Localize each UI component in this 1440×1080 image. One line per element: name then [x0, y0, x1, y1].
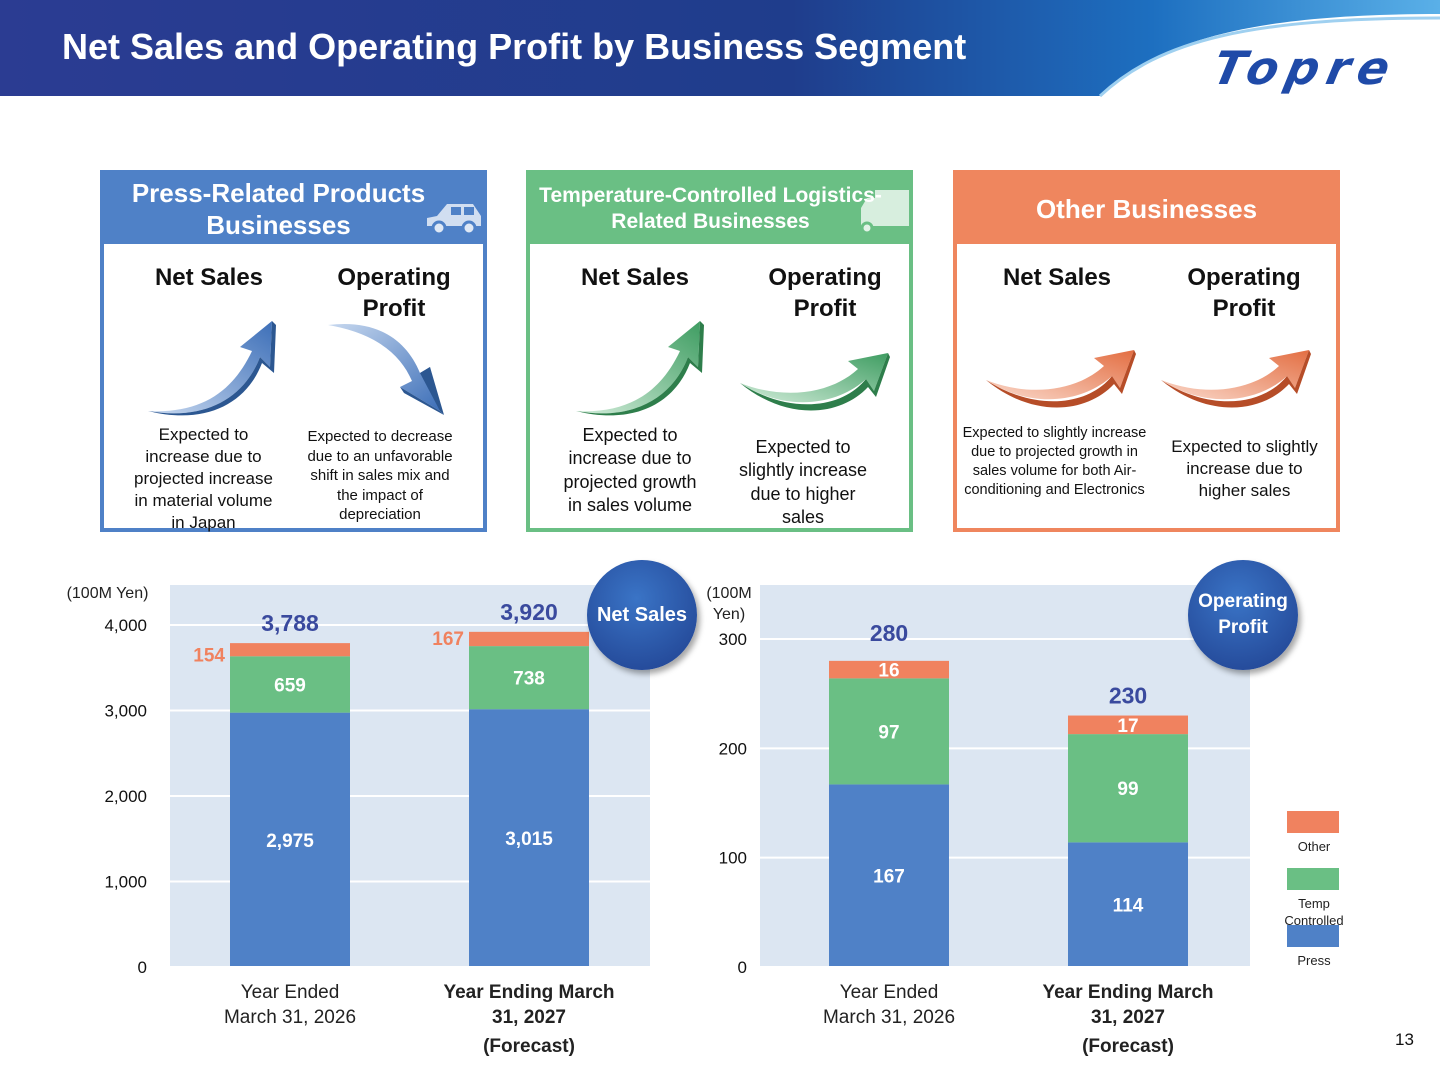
page-number: 13 [1395, 1030, 1414, 1049]
y-tick-label: 0 [738, 958, 747, 977]
data-label: 738 [513, 669, 545, 690]
legend-label: Press [1297, 953, 1331, 968]
data-label: 17 [1117, 716, 1138, 737]
legend-swatch [1287, 868, 1339, 890]
press-net-sales-label: Net Sales [154, 264, 264, 291]
data-label: 99 [1117, 779, 1138, 800]
truck-icon [861, 190, 909, 235]
total-label: 280 [870, 620, 908, 646]
panel-other-header: Other Businesses [957, 174, 1336, 244]
bar-press [469, 709, 589, 967]
temp-net-sales-label: Net Sales [580, 264, 690, 291]
arrow-slight-up-icon [740, 353, 890, 411]
x-category-label: March 31, 2026 [823, 1007, 955, 1028]
bar-temp-controlled [469, 646, 589, 710]
temp-net-sales-desc: Expected to increase due to projected gr… [563, 425, 697, 516]
x-category-label: 31, 2027 [492, 1007, 566, 1028]
y-tick-label: 0 [138, 958, 147, 977]
legend-swatch [1287, 811, 1339, 833]
other-net-sales-desc: Expected to slightly increase due to pro… [962, 425, 1147, 498]
x-category-label: Year Ending March [443, 982, 614, 1003]
bar-temp-controlled [230, 656, 350, 713]
temp-op-profit-label: Operating Profit [768, 264, 882, 322]
arrow-up-icon [148, 321, 276, 416]
y-tick-label: 300 [719, 630, 747, 649]
legend-label: Temp [1298, 896, 1330, 911]
data-label: 167 [873, 867, 905, 888]
press-op-profit-desc: Expected to decrease due to an unfavorab… [307, 428, 453, 523]
data-label: 659 [274, 675, 306, 696]
data-label: 167 [432, 629, 464, 650]
y-tick-label: 200 [719, 739, 747, 758]
net-sales-badge-label: Net Sales [596, 603, 688, 626]
net-sales-unit: (100M Yen) [66, 585, 149, 602]
y-tick-label: 1,000 [104, 873, 147, 892]
panel-temp-controlled: Temperature-Controlled Logistics-Related… [526, 170, 913, 532]
other-op-profit-desc: Expected to slightly increase due to hig… [1171, 437, 1318, 501]
bar-other [469, 631, 589, 647]
op-profit-badge: Operating Profit [1188, 560, 1298, 670]
bar-other [1068, 715, 1188, 735]
legend-label: Controlled [1284, 913, 1343, 928]
panel-temp-header: Temperature-Controlled Logistics-Related… [530, 174, 909, 244]
legend-swatch [1287, 925, 1339, 947]
bar-press [230, 712, 350, 967]
panel-other-title: Other Businesses [1035, 193, 1258, 224]
other-op-profit-label: Operating Profit [1187, 264, 1301, 322]
y-tick-label: 100 [719, 849, 747, 868]
total-label: 3,920 [500, 599, 558, 625]
y-tick-label: 2,000 [104, 787, 147, 806]
x-category-label: March 31, 2026 [224, 1007, 356, 1028]
data-label: 154 [193, 646, 225, 667]
topre-logo: Topre [1218, 41, 1393, 94]
x-category-label: (Forecast) [483, 1036, 575, 1057]
data-label: 2,975 [266, 831, 314, 852]
bar-temp-controlled [829, 678, 949, 785]
bar-other [829, 660, 949, 679]
op-profit-badge-label: Operating Profit [1198, 591, 1288, 638]
x-category-label: Year Ended [241, 982, 340, 1003]
total-label: 3,788 [261, 610, 319, 636]
page-title: Net Sales and Operating Profit by Busine… [62, 26, 967, 67]
panel-press-header: Press-Related Products Businesses [104, 174, 483, 244]
y-tick-label: 3,000 [104, 702, 147, 721]
bar-other [230, 643, 350, 657]
op-profit-unit: (100M Yen) [706, 585, 752, 623]
bar-press [829, 784, 949, 967]
y-tick-label: 4,000 [104, 616, 147, 635]
x-category-label: (Forecast) [1082, 1036, 1174, 1057]
panel-other: Other Businesses Net Sales Operating Pro… [953, 170, 1340, 532]
data-label: 3,015 [505, 829, 553, 850]
other-net-sales-label: Net Sales [1002, 264, 1112, 291]
arrow-down-icon [328, 323, 444, 415]
panel-press-related: Press-Related Products Businesses Net Sa… [100, 170, 487, 532]
panel-temp-title: Temperature-Controlled Logistics-Related… [539, 183, 882, 233]
legend-label: Other [1298, 839, 1331, 854]
arrow-slight-up-icon [1161, 350, 1311, 408]
press-op-profit-label: Operating Profit [337, 264, 451, 322]
data-label: 16 [878, 661, 899, 682]
press-net-sales-desc: Expected to increase due to projected in… [134, 425, 273, 533]
total-label: 230 [1109, 683, 1147, 709]
header-banner [0, 0, 1440, 98]
x-category-label: Year Ending March [1042, 982, 1213, 1003]
arrow-slight-up-icon [986, 350, 1136, 408]
net-sales-badge: Net Sales [587, 560, 697, 670]
data-label: 114 [1113, 896, 1144, 917]
car-icon [427, 204, 481, 236]
temp-op-profit-desc: Expected to slightly increase due to hig… [738, 437, 868, 528]
x-category-label: Year Ended [840, 982, 939, 1003]
data-label: 97 [878, 722, 899, 743]
arrow-up-icon [576, 321, 704, 416]
bar-temp-controlled [1068, 734, 1188, 843]
bar-press [1068, 842, 1188, 967]
panel-press-title: Press-Related Products Businesses [131, 177, 426, 241]
x-category-label: 31, 2027 [1091, 1007, 1165, 1028]
